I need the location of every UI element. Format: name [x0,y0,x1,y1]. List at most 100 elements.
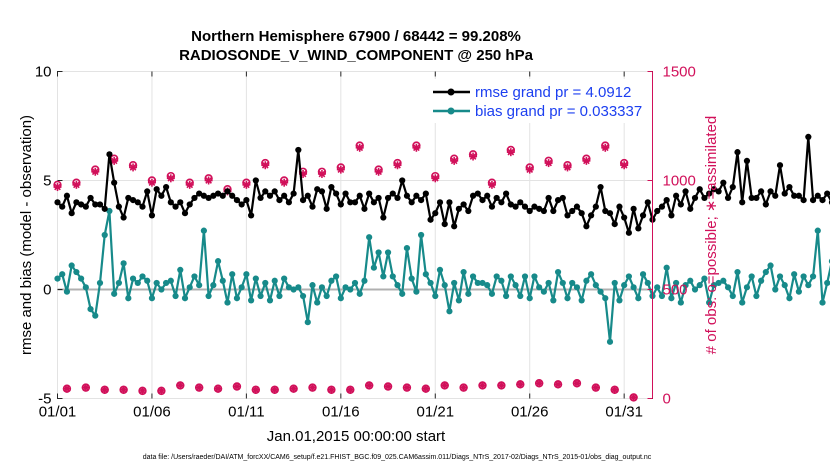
bias-point [801,273,807,279]
rmse-point [409,199,415,205]
bias-point [229,271,235,277]
bias-point [220,278,226,284]
bias-point [224,299,230,305]
rmse-point [815,193,821,199]
rmse-point [399,177,405,183]
rmse-point [300,197,306,203]
obs-assimilated-marker [488,181,496,189]
bias-point [621,282,627,288]
rmse-point [267,193,273,199]
bias-point [593,282,599,288]
obs-assimilated-marker [630,393,638,401]
bias-point [366,234,372,240]
bias-point [59,271,65,277]
obs-assimilated-marker [157,387,165,395]
bias-point [612,280,618,286]
bias-point [427,280,433,286]
rmse-point [371,199,377,205]
y-right-tick-label: 0 [663,391,671,408]
bias-point [730,293,736,299]
bias-point [295,284,301,290]
rmse-point [796,193,802,199]
bias-point [777,273,783,279]
rmse-point [583,223,589,229]
rmse-point [546,195,552,201]
obs-assimilated-marker [261,161,269,169]
rmse-point [522,204,528,210]
rmse-point [475,190,481,196]
bias-point [206,293,212,299]
bias-point [418,232,424,238]
bias-point [574,284,580,290]
bias-point [172,293,178,299]
obs-assimilated-marker [507,148,515,156]
chart-title-line2: RADIOSONDE_V_WIND_COMPONENT @ 250 hPa [179,47,534,64]
rmse-point [257,195,263,201]
obs-assimilated-marker [545,159,553,167]
y-left-tick-label: 10 [35,64,52,81]
bias-point [371,265,377,271]
x-tick-label: 01/21 [417,404,455,421]
rmse-point [446,199,452,205]
rmse-point [149,212,155,218]
rmse-point [432,210,438,216]
bias-point [503,293,509,299]
rmse-point [678,201,684,207]
bias-point [442,282,448,288]
bias-point [328,278,334,284]
obs-assimilated-marker [337,166,345,174]
rmse-point [612,221,618,227]
obs-assimilated-marker [214,385,222,393]
obs-assimilated-marker [139,387,147,395]
rmse-point [352,199,358,205]
bias-point [631,284,637,290]
bias-point [640,271,646,277]
obs-assimilated-marker [318,170,326,178]
rmse-point [253,177,259,183]
bias-point [512,282,518,288]
bias-point [239,284,245,290]
bias-point [149,295,155,301]
bias-point [248,297,254,303]
rmse-point [163,184,169,190]
rmse-point [413,193,419,199]
bias-point [215,258,221,264]
bias-point [177,267,183,273]
rmse-point [418,197,424,203]
bias-point [607,339,613,345]
x-axis-label: Jan.01,2015 00:00:00 start [267,428,446,445]
obs-assimilated-marker [129,163,137,171]
obs-assimilated-marker [460,384,468,392]
rmse-point [139,204,145,210]
rmse-point [734,149,740,155]
bias-point [135,280,141,286]
bias-point [300,293,306,299]
bias-point [564,295,570,301]
bias-point [168,278,174,284]
bias-point [767,262,773,268]
obs-assimilated-marker [271,386,279,394]
rmse-point [631,206,637,212]
bias-point [92,313,98,319]
bias-point [465,291,471,297]
rmse-point [319,188,325,194]
bias-point [489,291,495,297]
bias-point [583,278,589,284]
rmse-point [361,206,367,212]
obs-assimilated-marker [346,386,354,394]
bias-point [678,299,684,305]
rmse-point [479,197,485,203]
bias-point [692,286,698,292]
bias-point [560,280,566,286]
rmse-point [461,201,467,207]
rmse-point [456,206,462,212]
rmse-point [309,204,315,210]
rmse-point [659,204,665,210]
rmse-point [357,193,363,199]
rmse-point [380,214,386,220]
y-right-tick-label: 500 [663,282,688,299]
rmse-point [805,134,811,140]
rmse-point [385,195,391,201]
rmse-point [229,193,235,199]
